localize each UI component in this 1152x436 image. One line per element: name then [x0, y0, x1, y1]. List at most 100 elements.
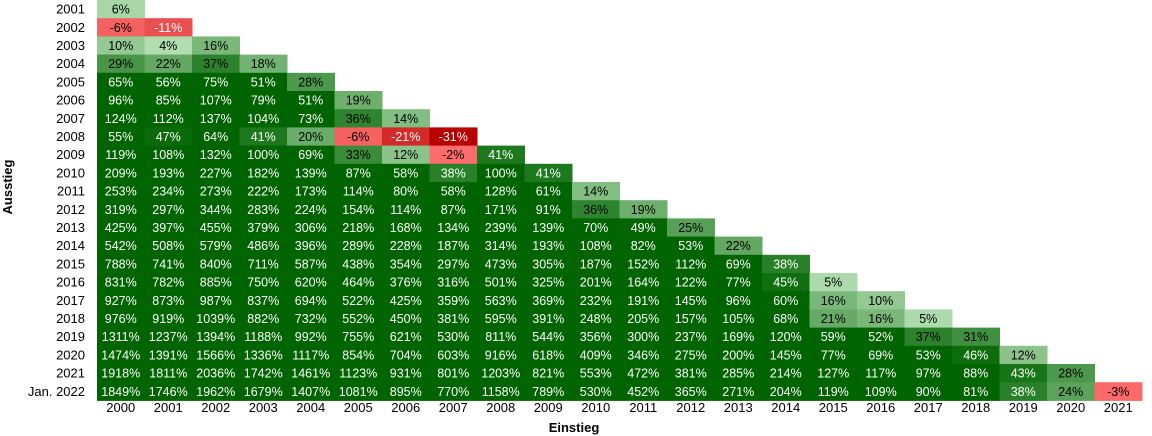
x-tick-label: 2002 — [201, 400, 230, 415]
heatmap-cell — [524, 236, 573, 256]
y-tick-label: 2015 — [56, 256, 85, 271]
heatmap-cell — [952, 327, 1000, 347]
heatmap-cell-label: 544% — [532, 330, 564, 344]
heatmap-cell — [1094, 382, 1143, 401]
heatmap-cell — [239, 236, 288, 256]
heatmap-cell-label: 704% — [390, 348, 422, 362]
heatmap-cell — [192, 200, 240, 219]
heatmap-cell-label: 193% — [152, 166, 184, 180]
heatmap-cell — [192, 364, 240, 383]
heatmap-cell — [334, 254, 383, 274]
heatmap-cell-label: 22% — [156, 57, 181, 71]
heatmap-cell — [192, 182, 240, 201]
y-tick-label: 2006 — [56, 93, 85, 108]
heatmap-cell — [999, 345, 1048, 365]
heatmap-cell-label: 595% — [485, 312, 517, 326]
heatmap-cell-label: 450% — [390, 312, 422, 326]
heatmap-cell — [524, 254, 573, 274]
heatmap-cell — [1047, 364, 1095, 383]
heatmap-cell — [524, 309, 573, 329]
heatmap-cell — [144, 345, 193, 365]
heatmap-cell — [762, 291, 810, 310]
heatmap-cell — [572, 291, 620, 310]
heatmap-cell-label: 51% — [298, 94, 323, 108]
heatmap-cell-label: 16% — [203, 39, 228, 53]
heatmap-cell-label: 107% — [200, 94, 232, 108]
heatmap-cell — [192, 254, 240, 274]
heatmap-cell-label: -2% — [442, 148, 464, 162]
heatmap-cell-label: 356% — [580, 330, 612, 344]
heatmap-cell — [334, 364, 383, 383]
heatmap-cell-label: 55% — [108, 130, 133, 144]
heatmap-cell-label: 58% — [441, 185, 466, 199]
heatmap-cell — [144, 218, 193, 238]
heatmap-cell-label: 51% — [251, 75, 276, 89]
heatmap-cell-label: 1566% — [196, 348, 235, 362]
heatmap-cell — [952, 382, 1000, 401]
heatmap-cell — [287, 382, 335, 401]
heatmap-cell — [809, 327, 858, 347]
heatmap-cell — [477, 200, 525, 219]
heatmap-cell-label: 154% — [342, 203, 374, 217]
heatmap-cell — [762, 345, 810, 365]
heatmap-cell-label: 60% — [773, 294, 798, 308]
heatmap-cell — [429, 382, 478, 401]
heatmap-cell-label: 271% — [722, 385, 754, 399]
heatmap-cell-label: 187% — [580, 257, 612, 271]
x-axis-title: Einstieg — [549, 420, 600, 435]
heatmap-cell — [714, 273, 763, 292]
heatmap-cell — [429, 163, 478, 183]
heatmap-cell — [477, 236, 525, 256]
y-tick-label: 2011 — [57, 184, 85, 199]
heatmap-cell-label: 916% — [485, 348, 517, 362]
heatmap-cell-label: 182% — [247, 166, 279, 180]
heatmap-cell — [192, 236, 240, 256]
heatmap-cell-label: 218% — [342, 221, 374, 235]
heatmap-cell — [524, 382, 573, 401]
heatmap-cell — [287, 291, 335, 310]
heatmap-cell-label: 214% — [770, 367, 802, 381]
heatmap-cell-label: 47% — [156, 130, 181, 144]
heatmap-cell-label: 14% — [393, 112, 418, 126]
heatmap-cell-label: 344% — [200, 203, 232, 217]
heatmap-cell-label: 919% — [152, 312, 184, 326]
heatmap-cell — [144, 127, 193, 147]
heatmap-cell — [619, 200, 668, 219]
heatmap-cell — [192, 218, 240, 238]
heatmap-cell-label: 124% — [105, 112, 137, 126]
heatmap-cell-label: 931% — [390, 367, 422, 381]
heatmap-cell — [857, 291, 905, 310]
heatmap-cell — [477, 364, 525, 383]
heatmap-cell-label: 452% — [627, 385, 659, 399]
heatmap-cell-label: 19% — [631, 203, 656, 217]
heatmap-cell — [192, 163, 240, 183]
heatmap-cell-label: 620% — [295, 276, 327, 290]
heatmap-cell — [287, 364, 335, 383]
heatmap-cell — [667, 382, 715, 401]
heatmap-cell-label: 117% — [865, 367, 896, 381]
heatmap-cell-label: 22% — [726, 239, 751, 253]
heatmap-cell — [287, 182, 335, 201]
heatmap-cell-label: 248% — [580, 312, 612, 326]
heatmap-cell-label: 501% — [485, 276, 517, 290]
heatmap-cell — [192, 345, 240, 365]
heatmap-cell-label: 5% — [824, 276, 842, 290]
heatmap-cell-label: 105% — [722, 312, 754, 326]
heatmap-cell-label: 90% — [916, 385, 941, 399]
y-tick-label: 2021 — [56, 366, 85, 381]
heatmap-cell-label: 273% — [200, 185, 232, 199]
heatmap-cell — [572, 273, 620, 292]
heatmap-cell-label: 10% — [868, 294, 893, 308]
heatmap-cell-label: 530% — [437, 330, 469, 344]
heatmap-cell-label: 96% — [726, 294, 751, 308]
heatmap-cell-label: 109% — [865, 385, 897, 399]
heatmap-cell-label: 618% — [532, 348, 564, 362]
heatmap-cell-label: 711% — [248, 257, 279, 271]
heatmap-cell — [809, 382, 858, 401]
heatmap-cell-label: 992% — [295, 330, 327, 344]
heatmap-cell-label: 157% — [675, 312, 707, 326]
y-tick-label: 2004 — [56, 56, 85, 71]
x-tick-label: 2012 — [676, 400, 705, 415]
heatmap-cell — [334, 182, 383, 201]
heatmap-cell — [287, 236, 335, 256]
